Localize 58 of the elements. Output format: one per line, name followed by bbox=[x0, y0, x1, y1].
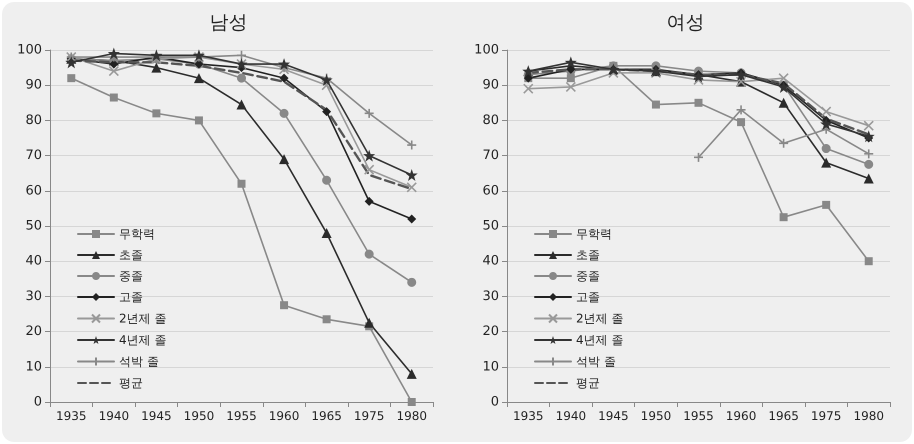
x-tick-label: 1980 bbox=[396, 409, 427, 423]
chart-title: 남성 bbox=[210, 12, 248, 34]
y-tick-label: 50 bbox=[482, 218, 499, 234]
y-tick-label: 90 bbox=[482, 78, 499, 93]
x-tick-label: 1965 bbox=[768, 409, 799, 423]
legend-label: 고졸 bbox=[576, 290, 600, 304]
y-tick-label: 40 bbox=[25, 254, 42, 269]
legend-label: 평균 bbox=[119, 376, 143, 390]
y-tick-label: 20 bbox=[482, 324, 499, 340]
x-tick-label: 1950 bbox=[184, 409, 214, 423]
legend-label: 석박 졸 bbox=[119, 354, 159, 368]
y-tick-label: 0 bbox=[490, 394, 499, 410]
legend-label: 중졸 bbox=[576, 269, 600, 283]
legend-label: 고졸 bbox=[119, 290, 143, 304]
x-tick-label: 1940 bbox=[556, 409, 586, 423]
y-tick-label: 30 bbox=[25, 288, 42, 304]
y-tick-label: 10 bbox=[482, 359, 499, 374]
legend-label: 석박 졸 bbox=[576, 354, 616, 368]
x-tick-label: 1980 bbox=[853, 409, 884, 423]
x-tick-label: 1945 bbox=[141, 409, 172, 423]
legend-label: 2년제 졸 bbox=[119, 312, 166, 326]
legend-label: 무학력 bbox=[576, 227, 612, 241]
x-tick-label: 1955 bbox=[683, 409, 714, 423]
y-tick-label: 40 bbox=[482, 254, 499, 269]
legend-label: 4년제 졸 bbox=[576, 333, 624, 347]
x-tick-label: 1960 bbox=[726, 409, 756, 423]
y-tick-label: 50 bbox=[25, 218, 42, 234]
y-tick-label: 100 bbox=[474, 42, 499, 58]
x-tick-label: 1940 bbox=[98, 409, 130, 423]
y-tick-label: 60 bbox=[25, 183, 42, 198]
x-tick-label: 1955 bbox=[226, 409, 257, 423]
legend-label: 평균 bbox=[576, 376, 600, 390]
y-tick-label: 0 bbox=[34, 394, 42, 410]
x-tick-label: 1975 bbox=[810, 409, 842, 423]
legend-label: 무학력 bbox=[119, 227, 155, 241]
y-tick-label: 90 bbox=[25, 78, 42, 93]
legend-label: 2년제 졸 bbox=[576, 312, 624, 326]
legend-label: 4년제 졸 bbox=[119, 333, 166, 347]
x-tick-label: 1950 bbox=[640, 409, 672, 423]
x-tick-label: 1935 bbox=[513, 409, 544, 423]
y-tick-label: 30 bbox=[482, 288, 499, 304]
y-tick-label: 80 bbox=[482, 112, 499, 128]
y-tick-label: 70 bbox=[25, 148, 42, 164]
x-tick-label: 1965 bbox=[311, 409, 342, 423]
x-tick-label: 1935 bbox=[56, 409, 87, 423]
y-tick-label: 80 bbox=[25, 112, 42, 128]
legend-label: 중졸 bbox=[119, 269, 143, 283]
chart-title: 여성 bbox=[666, 12, 704, 34]
y-tick-label: 10 bbox=[25, 359, 42, 374]
legend-label: 초졸 bbox=[119, 248, 143, 262]
x-tick-label: 1960 bbox=[268, 409, 300, 423]
x-tick-label: 1975 bbox=[354, 409, 384, 423]
y-tick-label: 60 bbox=[482, 183, 499, 198]
y-tick-label: 20 bbox=[25, 324, 42, 340]
y-tick-label: 100 bbox=[17, 42, 42, 58]
legend-label: 초졸 bbox=[576, 248, 600, 262]
y-tick-label: 70 bbox=[482, 148, 499, 164]
x-tick-label: 1945 bbox=[598, 409, 629, 423]
